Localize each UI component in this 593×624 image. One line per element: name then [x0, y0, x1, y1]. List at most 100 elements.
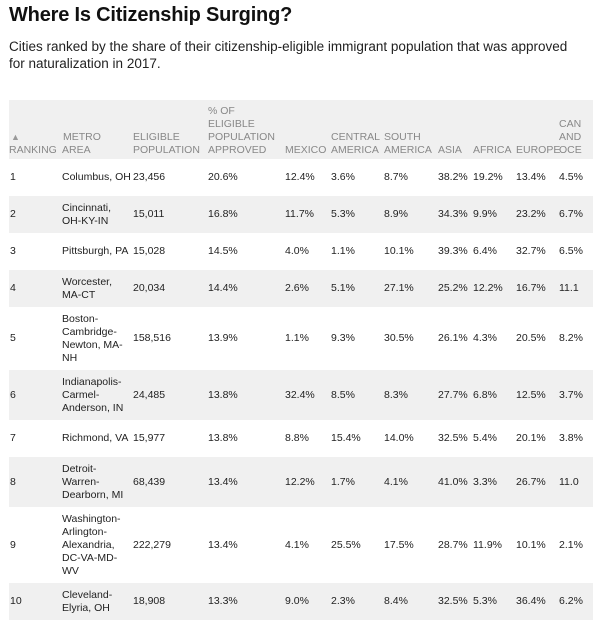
- column-header-central-america[interactable]: CENTRAL AMERICA: [331, 100, 384, 159]
- column-header-south-america[interactable]: SOUTH AMERICA: [384, 100, 438, 159]
- cell-pct-approved: 16.8%: [208, 196, 285, 233]
- cell-canada-oceania: 3.7%: [559, 370, 593, 420]
- cell-eligible: 15,028: [133, 233, 208, 270]
- cell-rank: 10: [9, 583, 62, 620]
- cell-rank: 2: [9, 196, 62, 233]
- column-header-pct-approved[interactable]: % OF ELIGIBLE POPULATION APPROVED: [208, 100, 285, 159]
- cell-south-america: 10.1%: [384, 233, 438, 270]
- column-header-metro-area[interactable]: METRO AREA: [62, 100, 133, 159]
- cell-rank: 3: [9, 233, 62, 270]
- cell-south-america: 30.5%: [384, 307, 438, 370]
- cell-mexico: 12.4%: [285, 159, 331, 196]
- cell-central-america: 1.1%: [331, 233, 384, 270]
- cell-pct-approved: 13.4%: [208, 507, 285, 583]
- cell-south-america: 8.4%: [384, 583, 438, 620]
- cell-metro: Worcester, MA-CT: [62, 270, 133, 307]
- cell-africa: 19.2%: [473, 159, 516, 196]
- citizenship-table: ▲ RANKING METRO AREA ELIGIBLE POPULATION %…: [9, 100, 593, 620]
- table-row: 8 Detroit-Warren-Dearborn, MI 68,439 13.…: [9, 457, 593, 507]
- cell-mexico: 2.6%: [285, 270, 331, 307]
- table-row: 2 Cincinnati, OH-KY-IN 15,011 16.8% 11.7…: [9, 196, 593, 233]
- column-header-canada-oceania[interactable]: CAN AND OCE: [559, 100, 593, 159]
- table-row: 1 Columbus, OH 23,456 20.6% 12.4% 3.6% 8…: [9, 159, 593, 196]
- cell-africa: 3.3%: [473, 457, 516, 507]
- column-header-africa[interactable]: AFRICA: [473, 100, 516, 159]
- cell-eligible: 24,485: [133, 370, 208, 420]
- cell-rank: 4: [9, 270, 62, 307]
- cell-canada-oceania: 3.8%: [559, 420, 593, 457]
- cell-asia: 38.2%: [438, 159, 473, 196]
- cell-africa: 9.9%: [473, 196, 516, 233]
- cell-pct-approved: 14.4%: [208, 270, 285, 307]
- page-subtitle: Cities ranked by the share of their citi…: [9, 39, 568, 71]
- cell-pct-approved: 13.8%: [208, 420, 285, 457]
- column-header-ranking[interactable]: ▲ RANKING: [9, 100, 62, 159]
- cell-canada-oceania: 4.5%: [559, 159, 593, 196]
- cell-africa: 5.4%: [473, 420, 516, 457]
- cell-africa: 6.4%: [473, 233, 516, 270]
- cell-central-america: 8.5%: [331, 370, 384, 420]
- cell-africa: 4.3%: [473, 307, 516, 370]
- cell-eligible: 15,011: [133, 196, 208, 233]
- cell-south-america: 8.9%: [384, 196, 438, 233]
- table-row: 7 Richmond, VA 15,977 13.8% 8.8% 15.4% 1…: [9, 420, 593, 457]
- cell-south-america: 8.7%: [384, 159, 438, 196]
- cell-eligible: 68,439: [133, 457, 208, 507]
- cell-mexico: 4.0%: [285, 233, 331, 270]
- cell-central-america: 9.3%: [331, 307, 384, 370]
- cell-central-america: 5.3%: [331, 196, 384, 233]
- cell-mexico: 12.2%: [285, 457, 331, 507]
- column-header-mexico[interactable]: MEXICO: [285, 100, 331, 159]
- cell-asia: 28.7%: [438, 507, 473, 583]
- cell-metro: Columbus, OH: [62, 159, 133, 196]
- table-row: 5 Boston-Cambridge-Newton, MA-NH 158,516…: [9, 307, 593, 370]
- cell-mexico: 8.8%: [285, 420, 331, 457]
- cell-metro: Cleveland-Elyria, OH: [62, 583, 133, 620]
- cell-africa: 11.9%: [473, 507, 516, 583]
- cell-rank: 6: [9, 370, 62, 420]
- table-row: 6 Indianapolis-Carmel-Anderson, IN 24,48…: [9, 370, 593, 420]
- table-row: 3 Pittsburgh, PA 15,028 14.5% 4.0% 1.1% …: [9, 233, 593, 270]
- cell-europe: 13.4%: [516, 159, 559, 196]
- cell-eligible: 20,034: [133, 270, 208, 307]
- cell-africa: 6.8%: [473, 370, 516, 420]
- cell-eligible: 222,279: [133, 507, 208, 583]
- column-header-europe[interactable]: EUROPE: [516, 100, 560, 159]
- cell-mexico: 9.0%: [285, 583, 331, 620]
- cell-europe: 23.2%: [516, 196, 559, 233]
- table-row: 4 Worcester, MA-CT 20,034 14.4% 2.6% 5.1…: [9, 270, 593, 307]
- cell-metro: Washington-Arlington-Alexandria, DC-VA-M…: [62, 507, 133, 583]
- cell-canada-oceania: 6.2%: [559, 583, 593, 620]
- cell-rank: 1: [9, 159, 62, 196]
- page-title: Where Is Citizenship Surging?: [9, 4, 293, 26]
- cell-metro: Indianapolis-Carmel-Anderson, IN: [62, 370, 133, 420]
- column-header-eligible-population[interactable]: ELIGIBLE POPULATION: [133, 100, 208, 159]
- column-header-asia[interactable]: ASIA: [438, 100, 473, 159]
- cell-asia: 27.7%: [438, 370, 473, 420]
- cell-south-america: 27.1%: [384, 270, 438, 307]
- table-row: 10 Cleveland-Elyria, OH 18,908 13.3% 9.0…: [9, 583, 593, 620]
- cell-pct-approved: 13.4%: [208, 457, 285, 507]
- cell-asia: 34.3%: [438, 196, 473, 233]
- cell-asia: 39.3%: [438, 233, 473, 270]
- cell-europe: 10.1%: [516, 507, 559, 583]
- cell-metro: Richmond, VA: [62, 420, 133, 457]
- table-container[interactable]: ▲ RANKING METRO AREA ELIGIBLE POPULATION %…: [9, 100, 593, 624]
- cell-mexico: 1.1%: [285, 307, 331, 370]
- cell-metro: Pittsburgh, PA: [62, 233, 133, 270]
- cell-eligible: 158,516: [133, 307, 208, 370]
- cell-asia: 32.5%: [438, 420, 473, 457]
- cell-central-america: 25.5%: [331, 507, 384, 583]
- cell-eligible: 18,908: [133, 583, 208, 620]
- cell-metro: Detroit-Warren-Dearborn, MI: [62, 457, 133, 507]
- cell-europe: 32.7%: [516, 233, 559, 270]
- cell-canada-oceania: 11.1: [559, 270, 593, 307]
- cell-mexico: 32.4%: [285, 370, 331, 420]
- cell-south-america: 17.5%: [384, 507, 438, 583]
- cell-central-america: 1.7%: [331, 457, 384, 507]
- cell-canada-oceania: 6.7%: [559, 196, 593, 233]
- cell-south-america: 14.0%: [384, 420, 438, 457]
- cell-asia: 41.0%: [438, 457, 473, 507]
- cell-canada-oceania: 8.2%: [559, 307, 593, 370]
